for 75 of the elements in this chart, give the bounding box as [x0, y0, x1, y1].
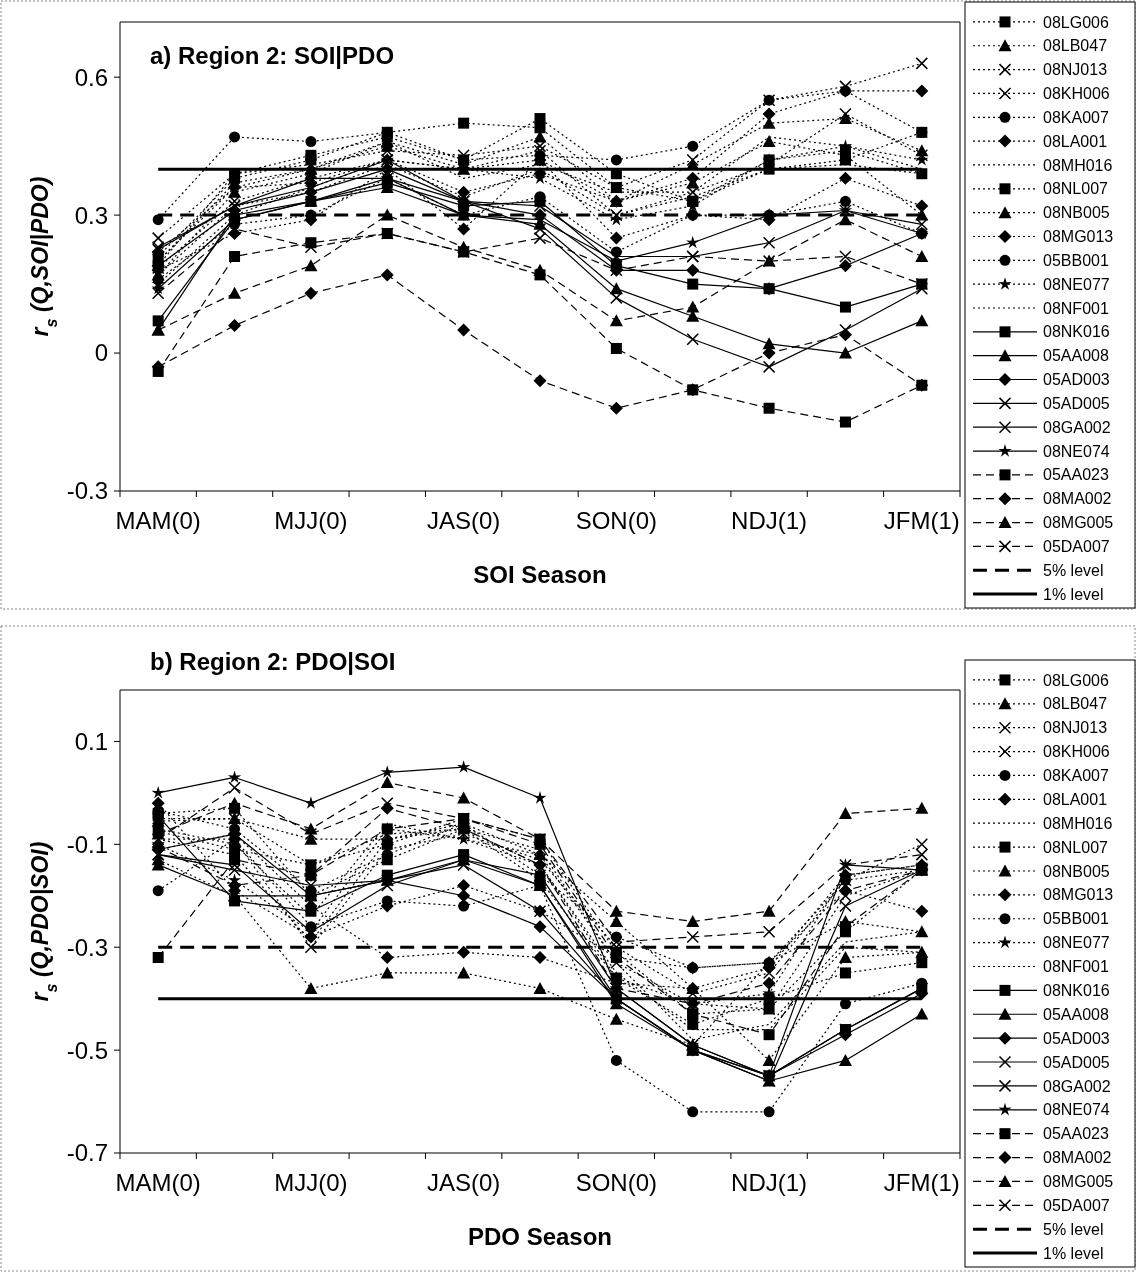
- y-tick-label: 0.6: [74, 63, 108, 91]
- legend-label: 05AA023: [1043, 1125, 1109, 1143]
- x-tick-label: MAM(0): [115, 507, 201, 534]
- y-tick-label: -0.1: [66, 830, 108, 858]
- legend-label: 08KA007: [1043, 108, 1109, 126]
- legend-label: 08LB047: [1043, 37, 1108, 55]
- x-tick-label: NDJ(1): [731, 507, 808, 534]
- x-tick-label: SON(0): [575, 1169, 658, 1196]
- legend-label: 08NL007: [1043, 838, 1109, 856]
- legend-label: 08MG005: [1043, 514, 1114, 532]
- legend-label: 08MA002: [1043, 490, 1112, 508]
- legend-label: 08GA002: [1043, 418, 1111, 436]
- legend-label: 08LA001: [1043, 132, 1108, 150]
- y-tick-label: -0.5: [66, 1036, 108, 1064]
- x-tick-label: MJJ(0): [274, 1169, 348, 1196]
- x-tick-label: JAS(0): [426, 1169, 501, 1196]
- y-tick-label: 0: [94, 339, 108, 367]
- x-tick-label: JFM(1): [883, 1169, 960, 1196]
- y-tick-label: -0.7: [66, 1139, 108, 1167]
- legend-label: 08KH006: [1043, 85, 1110, 103]
- legend-label: 05BB001: [1043, 251, 1109, 269]
- x-axis-title: PDO Season: [467, 1223, 613, 1250]
- x-tick-label: JAS(0): [426, 507, 501, 534]
- y-tick-label: 0.3: [74, 201, 108, 229]
- x-tick-label: JFM(1): [883, 507, 960, 534]
- legend-label: 08MH016: [1043, 814, 1113, 832]
- legend-label: 08NE074: [1043, 442, 1110, 460]
- legend-label: 08NE077: [1043, 934, 1110, 952]
- legend-label: 1% level: [1043, 585, 1104, 603]
- legend-label: 08MG005: [1043, 1173, 1114, 1191]
- x-tick-label: SON(0): [575, 507, 658, 534]
- legend-label: 08LG006: [1043, 13, 1109, 31]
- legend-label: 08NL007: [1043, 180, 1109, 198]
- legend-label: 08LA001: [1043, 790, 1108, 808]
- legend-label: 05AA023: [1043, 466, 1109, 484]
- legend-label: 08MG013: [1043, 228, 1114, 246]
- legend-label: 08NB005: [1043, 862, 1110, 880]
- legend-label: 05DA007: [1043, 1196, 1110, 1214]
- legend-label: 1% level: [1043, 1244, 1104, 1262]
- x-tick-label: NDJ(1): [731, 1169, 808, 1196]
- x-tick-label: MJJ(0): [274, 507, 348, 534]
- legend-label: 08MA002: [1043, 1149, 1112, 1167]
- legend-label: 08NJ013: [1043, 719, 1108, 737]
- y-tick-label: -0.3: [66, 477, 108, 505]
- legend-label: 08NB005: [1043, 204, 1110, 222]
- legend-label: 05AA008: [1043, 347, 1109, 365]
- legend-label: 5% level: [1043, 561, 1104, 579]
- legend-label: 08LG006: [1043, 671, 1109, 689]
- legend-label: 08GA002: [1043, 1077, 1111, 1095]
- legend-label: 05AD003: [1043, 371, 1110, 389]
- legend-label: 08NE077: [1043, 275, 1110, 293]
- text: a) Region 2: SOI|PDO: [150, 42, 395, 69]
- legend-label: 08KA007: [1043, 767, 1109, 785]
- legend-label: 08KH006: [1043, 743, 1110, 761]
- legend-label: 08NF001: [1043, 299, 1109, 317]
- x-tick-label: MAM(0): [115, 1169, 201, 1196]
- legend-label: 08MH016: [1043, 156, 1113, 174]
- y-tick-label: -0.3: [66, 933, 108, 961]
- legend-label: 5% level: [1043, 1220, 1104, 1238]
- legend-label: 05AD005: [1043, 1053, 1110, 1071]
- legend-label: 08NJ013: [1043, 61, 1108, 79]
- chart-title: b) Region 2: PDO|SOI: [150, 648, 396, 675]
- legend-label: 05AD003: [1043, 1029, 1110, 1047]
- legend-label: 08NK016: [1043, 981, 1110, 999]
- legend-label: 08MG013: [1043, 886, 1114, 904]
- legend-label: 05BB001: [1043, 910, 1109, 928]
- legend-label: 08NE074: [1043, 1101, 1110, 1119]
- legend-label: 08NF001: [1043, 958, 1109, 976]
- legend-label: 05AA008: [1043, 1005, 1109, 1023]
- legend-label: 05AD005: [1043, 394, 1110, 412]
- legend-label: 05DA007: [1043, 538, 1110, 555]
- x-axis-title: SOI Season: [473, 561, 607, 588]
- y-tick-label: 0.1: [74, 727, 108, 755]
- legend-label: 08NK016: [1043, 323, 1110, 341]
- legend-label: 08LB047: [1043, 695, 1108, 713]
